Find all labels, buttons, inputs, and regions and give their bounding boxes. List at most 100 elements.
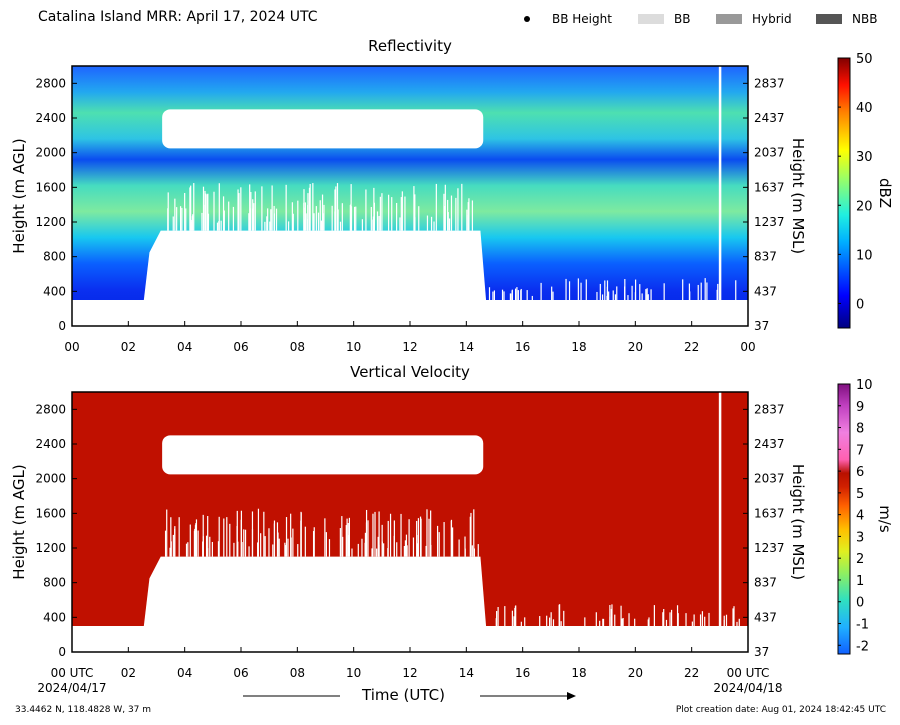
streak-mark bbox=[218, 516, 220, 557]
streak-mark bbox=[194, 528, 196, 557]
y-tick-label-right: 2037 bbox=[754, 472, 785, 486]
streak-mark bbox=[195, 523, 197, 557]
streak-mark bbox=[237, 197, 239, 231]
panel-title: Reflectivity bbox=[368, 37, 452, 55]
y-tick-label-right: 837 bbox=[754, 250, 777, 264]
colorbar-tick-label: 4 bbox=[856, 509, 864, 524]
streak-mark bbox=[170, 517, 172, 557]
streak-mark bbox=[218, 183, 220, 231]
streak-mark bbox=[176, 207, 178, 231]
streak-mark bbox=[346, 518, 348, 557]
streak-mark bbox=[195, 519, 198, 557]
x-tick-label: 02 bbox=[121, 666, 136, 680]
streak-mark bbox=[303, 207, 305, 231]
streak-mark bbox=[663, 283, 665, 300]
streak-mark bbox=[648, 617, 650, 626]
streak-mark bbox=[205, 193, 207, 231]
streak-mark bbox=[717, 283, 719, 300]
streak-mark bbox=[493, 290, 496, 300]
streak-mark bbox=[450, 519, 453, 557]
no-echo-mask bbox=[143, 556, 487, 626]
streak-mark bbox=[634, 618, 636, 626]
streak-mark bbox=[418, 206, 420, 231]
streak-mark bbox=[447, 199, 449, 231]
streak-mark bbox=[278, 538, 280, 557]
x-tick-label: 00 UTC bbox=[51, 666, 94, 680]
streak-mark bbox=[388, 194, 390, 231]
x-tick-label: 04 bbox=[177, 340, 192, 354]
streak-mark bbox=[264, 221, 266, 231]
x-tick-label: 00 bbox=[64, 340, 79, 354]
streak-mark bbox=[222, 196, 225, 231]
streak-mark bbox=[174, 198, 176, 231]
streak-mark bbox=[383, 543, 385, 557]
streak-mark bbox=[401, 191, 403, 231]
streak-mark bbox=[192, 214, 194, 231]
streak-mark bbox=[602, 618, 605, 626]
streak-mark bbox=[226, 517, 228, 557]
streak-mark bbox=[697, 284, 699, 300]
streak-mark bbox=[577, 278, 579, 300]
streak-mark bbox=[223, 210, 225, 231]
streak-mark bbox=[444, 184, 446, 231]
streak-mark bbox=[167, 192, 169, 231]
streak-mark bbox=[704, 616, 706, 626]
streak-mark bbox=[616, 286, 618, 300]
streak-mark bbox=[471, 200, 474, 231]
streak-mark bbox=[328, 539, 331, 557]
streak-mark bbox=[229, 523, 231, 557]
streak-mark bbox=[563, 610, 565, 626]
start-date-label: 2024/04/17 bbox=[37, 681, 106, 695]
streak-mark bbox=[251, 511, 254, 557]
y-axis-label-right: Height (m MSL) bbox=[789, 464, 807, 580]
streak-mark bbox=[164, 530, 167, 557]
streak-mark bbox=[313, 213, 315, 231]
y-tick-label-left: 0 bbox=[58, 319, 66, 333]
streak-mark bbox=[400, 513, 402, 557]
streak-mark bbox=[244, 529, 247, 557]
x-tick-label: 20 bbox=[628, 666, 643, 680]
streak-mark bbox=[238, 193, 240, 231]
streak-mark bbox=[374, 511, 376, 557]
streak-mark bbox=[520, 621, 522, 626]
streak-mark bbox=[716, 289, 718, 300]
streak-mark bbox=[450, 195, 453, 231]
streak-mark bbox=[611, 610, 613, 626]
streak-mark bbox=[550, 612, 552, 626]
streak-mark bbox=[218, 221, 220, 231]
streak-mark bbox=[622, 617, 624, 626]
y-tick-label-left: 2400 bbox=[35, 437, 66, 451]
x-tick-label: 10 bbox=[346, 666, 361, 680]
streak-mark bbox=[443, 522, 445, 557]
streak-mark bbox=[365, 509, 368, 557]
streak-mark bbox=[627, 295, 629, 300]
streak-mark bbox=[391, 197, 393, 231]
streak-mark bbox=[466, 209, 468, 231]
x-axis-label: Time (UTC) bbox=[362, 686, 445, 704]
streak-mark bbox=[324, 518, 326, 557]
streak-mark bbox=[304, 526, 306, 557]
streak-mark bbox=[628, 613, 630, 626]
gap-layer-mask bbox=[162, 109, 484, 149]
y-tick-label-right: 1237 bbox=[754, 541, 785, 555]
streak-mark bbox=[653, 605, 655, 626]
streak-mark bbox=[250, 192, 252, 231]
streak-mark bbox=[693, 614, 695, 626]
streak-mark bbox=[596, 291, 598, 300]
y-tick-label-left: 800 bbox=[43, 576, 66, 590]
streak-mark bbox=[477, 544, 479, 557]
streak-mark bbox=[704, 278, 706, 300]
x-tick-label: 00 bbox=[740, 340, 755, 354]
streak-mark bbox=[396, 202, 398, 231]
streak-mark bbox=[309, 183, 311, 231]
streak-mark bbox=[488, 287, 491, 300]
streak-mark bbox=[517, 290, 519, 300]
colorbar-tick-label: 0 bbox=[856, 297, 864, 312]
streak-mark bbox=[546, 615, 548, 626]
colorbar-tick-label: 3 bbox=[856, 530, 864, 545]
streak-mark bbox=[650, 289, 652, 300]
streak-mark bbox=[473, 509, 475, 557]
streak-mark bbox=[443, 193, 445, 231]
streak-mark bbox=[604, 280, 606, 300]
y-tick-label-right: 2437 bbox=[754, 437, 785, 451]
